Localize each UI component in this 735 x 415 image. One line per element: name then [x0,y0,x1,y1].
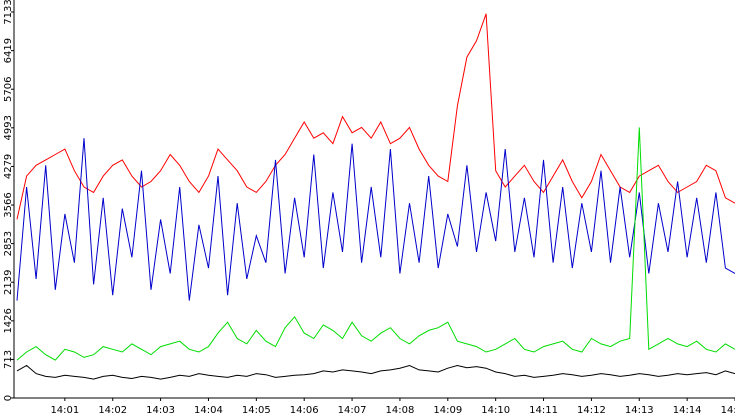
x-tick-label: 14:08 [386,405,415,415]
x-tick-label: 14:09 [433,405,462,415]
series-line [16,138,735,301]
y-tick-label: 6419 [3,38,14,63]
x-tick-label: 14:12 [577,405,606,415]
x-tick-label: 14:11 [529,405,558,415]
y-tick-label: 3566 [3,192,14,217]
y-tick-label: 7133 [3,0,14,25]
x-tick-label: 14:14 [673,405,702,415]
x-tick-label: 14:02 [98,405,127,415]
x-tick-label: 14:10 [481,405,510,415]
x-tick-label: 14:06 [290,405,319,415]
y-tick-label: 2139 [3,270,14,295]
y-tick-label: 4279 [3,154,14,179]
y-tick-label: 5706 [3,76,14,101]
y-tick-label: 2853 [3,231,14,256]
y-tick-label: 1426 [3,308,14,333]
y-tick-label: 0 [3,395,14,401]
x-tick-label: 14:15 [721,405,735,415]
x-tick-label: 14:03 [146,405,175,415]
x-tick-label: 14:13 [625,405,654,415]
x-tick-label: 14:04 [194,405,223,415]
series-line [16,364,735,380]
x-tick-label: 14:01 [50,405,79,415]
series-line [16,13,735,220]
series-line [16,127,735,361]
y-tick-label: 713 [3,350,14,369]
x-tick-label: 14:05 [242,405,271,415]
x-tick-label: 14:07 [338,405,367,415]
y-tick-label: 4993 [3,115,14,140]
